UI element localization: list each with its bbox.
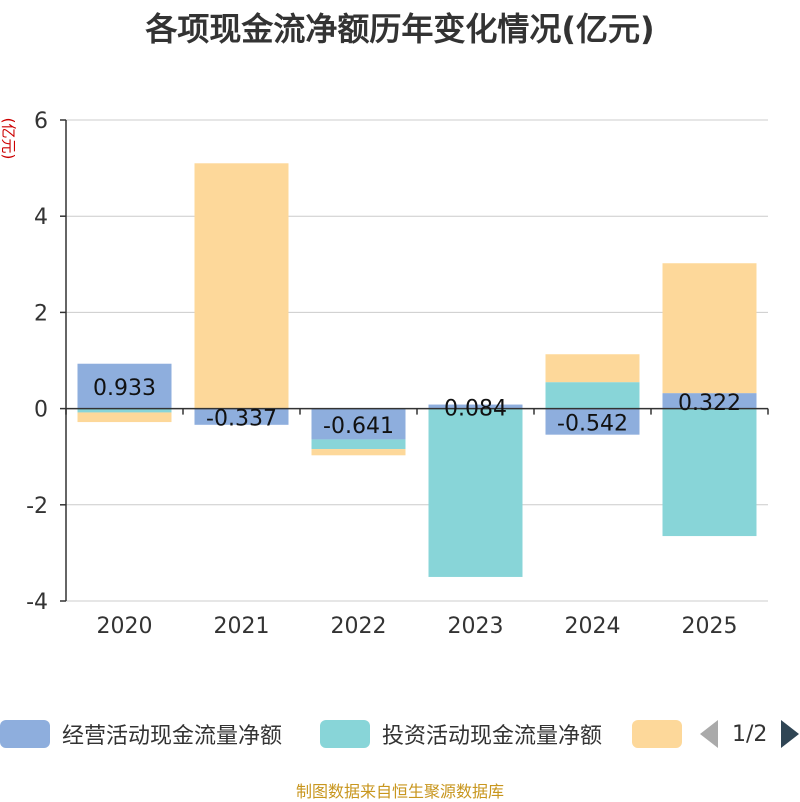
x-tick-label: 2020 (97, 614, 153, 639)
bar-financing-2021 (194, 163, 289, 409)
legend: 经营活动现金流量净额 投资活动现金流量净额 (0, 716, 800, 752)
x-tick-label: 2024 (565, 614, 621, 639)
bar-financing-2025 (662, 263, 757, 394)
legend-swatch-investing (320, 720, 370, 748)
y-tick-label: -2 (26, 494, 48, 519)
bar-investing-2023 (428, 408, 523, 577)
bar-operating-2021 (194, 408, 289, 425)
chevron-right-icon[interactable] (781, 720, 800, 748)
source-footer: 制图数据来自恒生聚源数据库 (295, 782, 504, 801)
legend-pager: 1/2 (700, 716, 800, 752)
bar-investing-2022 (311, 439, 406, 450)
y-tick-label: 2 (34, 301, 48, 326)
legend-swatch-operating (0, 720, 50, 748)
bar-investing-2020 (77, 408, 172, 413)
legend-swatch-financing (632, 720, 682, 748)
data-label: 0.322 (678, 391, 741, 416)
legend-item-operating[interactable]: 经营活动现金流量净额 (0, 716, 282, 752)
bar-operating-2024 (545, 408, 640, 435)
bar-operating-2023 (428, 404, 523, 409)
y-tick-label: 0 (34, 398, 48, 423)
bar-financing-2024 (545, 354, 640, 383)
x-tick-label: 2023 (448, 614, 504, 639)
legend-label-investing: 投资活动现金流量净额 (382, 724, 603, 749)
legend-item-financing[interactable] (632, 716, 694, 752)
bar-financing-2022 (311, 449, 406, 456)
data-label: -0.337 (206, 407, 277, 432)
x-tick-label: 2022 (331, 614, 387, 639)
data-label: 0.084 (444, 397, 507, 422)
legend-item-investing[interactable]: 投资活动现金流量净额 (320, 716, 602, 752)
y-tick-label: 4 (34, 205, 48, 230)
y-tick-label: 6 (34, 109, 48, 134)
bar-financing-2020 (77, 412, 172, 423)
data-label: 0.933 (93, 376, 156, 401)
data-label: -0.641 (323, 414, 394, 439)
x-tick-label: 2021 (214, 614, 270, 639)
bar-investing-2025 (662, 408, 757, 537)
bar-operating-2025 (662, 393, 757, 409)
legend-page-indicator: 1/2 (732, 721, 768, 747)
chart-title: 各项现金流净额历年变化情况(亿元) (145, 10, 655, 48)
bar-operating-2022 (311, 408, 406, 440)
stacked-bar-chart: -4 -2 0 2 4 6 2020 2021 2022 2023 2024 2025 0.933 -0.… (26, 109, 769, 639)
y-tick-label: -4 (26, 590, 48, 615)
chevron-left-icon[interactable] (700, 720, 718, 748)
data-label: -0.542 (557, 412, 628, 437)
y-axis-unit-label: (亿元) (0, 117, 18, 160)
bar-investing-2024 (545, 382, 640, 409)
bar-operating-2020 (77, 363, 172, 409)
x-tick-label: 2025 (682, 614, 738, 639)
legend-label-operating: 经营活动现金流量净额 (62, 724, 283, 749)
